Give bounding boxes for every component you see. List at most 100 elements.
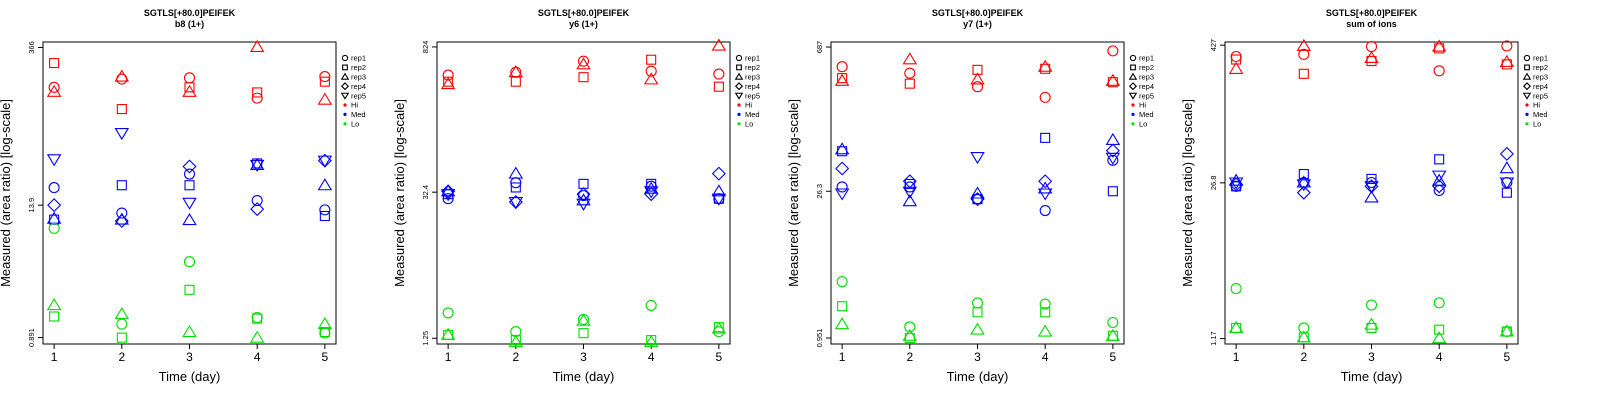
- data-point: [643, 181, 659, 194]
- data-point: [1499, 177, 1515, 190]
- data-point: [116, 332, 127, 343]
- y-tick-label: 26.8: [1209, 176, 1218, 191]
- data-point: [1431, 173, 1447, 186]
- data-point: [902, 186, 918, 199]
- legend-label: rep5: [1533, 91, 1548, 100]
- chart-subtitle: y7 (1+): [963, 19, 992, 29]
- y-tick-label: 366: [27, 41, 36, 54]
- data-point: [1296, 179, 1312, 192]
- data-point: [319, 71, 331, 83]
- data-point: [1037, 324, 1053, 337]
- data-point: [1105, 73, 1121, 86]
- data-point: [1431, 331, 1447, 344]
- data-point: [116, 180, 127, 191]
- x-axis-label: Time (day): [1341, 369, 1403, 384]
- legend-label: rep4: [351, 82, 366, 91]
- data-point: [116, 318, 128, 330]
- data-point: [970, 72, 985, 85]
- data-point: [576, 198, 591, 211]
- x-tick-label: 1: [445, 350, 452, 364]
- data-point: [1433, 297, 1445, 309]
- data-point: [970, 192, 985, 207]
- data-point: [1105, 328, 1121, 341]
- data-point: [1364, 190, 1379, 203]
- data-point: [319, 210, 330, 222]
- data-point: [576, 187, 591, 202]
- data-point: [1107, 186, 1118, 197]
- data-point: [643, 72, 659, 85]
- y-axis-label: Measured (area ratio) [log-scale]: [0, 99, 13, 287]
- data-point: [114, 213, 129, 229]
- data-point: [834, 188, 850, 201]
- data-point: [317, 92, 333, 105]
- legend-color-dot: [737, 103, 741, 107]
- data-point: [711, 38, 727, 51]
- data-point: [1431, 39, 1447, 52]
- x-tick-label: 5: [1110, 350, 1117, 364]
- y-tick-label: 427: [1209, 39, 1218, 52]
- data-point: [576, 57, 591, 70]
- data-point: [249, 157, 265, 170]
- x-tick-label: 3: [1368, 350, 1375, 364]
- x-tick-label: 2: [118, 350, 125, 364]
- legend-label: rep2: [351, 63, 366, 72]
- data-point: [1499, 324, 1515, 337]
- data-point: [184, 180, 195, 191]
- legend-symbol-rep3: [1522, 72, 1532, 80]
- legend-label: rep1: [351, 54, 366, 63]
- data-point: [1298, 48, 1310, 60]
- y-tick-label: 1.17: [1209, 331, 1218, 346]
- data-point: [1366, 322, 1377, 333]
- legend-label: rep3: [745, 73, 760, 82]
- data-point: [249, 159, 265, 173]
- data-point: [48, 182, 60, 194]
- data-point: [834, 317, 850, 330]
- data-point: [319, 76, 330, 87]
- data-point: [1039, 298, 1051, 310]
- legend-symbol-rep4: [1128, 82, 1138, 91]
- data-point: [1431, 170, 1447, 183]
- data-point: [440, 77, 456, 90]
- data-point: [904, 178, 915, 190]
- data-point: [249, 39, 265, 52]
- data-point: [1105, 143, 1120, 158]
- legend-label: Hi: [1533, 101, 1540, 110]
- data-point: [1228, 320, 1244, 333]
- legend-symbol-rep5: [1522, 92, 1532, 100]
- data-point: [184, 82, 195, 93]
- legend-symbol-rep4: [340, 82, 350, 91]
- legend-color-dot: [1131, 103, 1135, 107]
- legend-label: rep5: [1139, 91, 1154, 100]
- data-point: [837, 301, 848, 312]
- legend-color-dot: [343, 122, 347, 126]
- data-point: [1296, 38, 1312, 52]
- data-point: [319, 326, 330, 338]
- x-tick-label: 5: [716, 350, 723, 364]
- data-point: [645, 65, 657, 77]
- data-point: [114, 307, 130, 320]
- data-point: [252, 87, 263, 98]
- data-point: [182, 84, 197, 97]
- data-point: [251, 194, 263, 207]
- data-point: [646, 54, 657, 65]
- legend-label: rep4: [745, 82, 760, 91]
- y-axis-label: Measured (area ratio) [log-scale]: [786, 99, 801, 287]
- chart-title: SGTLS[+80.0]PEIFEK: [144, 8, 236, 18]
- legend-label: rep1: [1139, 54, 1154, 63]
- legend-label: Lo: [351, 120, 359, 129]
- data-point: [643, 334, 659, 348]
- data-point: [836, 181, 848, 193]
- legend-symbol-rep3: [340, 72, 350, 80]
- data-point: [1037, 181, 1053, 194]
- data-point: [510, 182, 521, 193]
- data-point: [1364, 50, 1379, 64]
- legend-color-dot: [737, 112, 741, 116]
- legend-color-dot: [1525, 103, 1529, 107]
- legend-label: Med: [1533, 110, 1548, 119]
- legend-label: rep3: [1139, 73, 1154, 82]
- legend-symbol-rep3: [734, 72, 744, 80]
- y-tick-label: 26.3: [815, 184, 824, 199]
- data-point: [508, 65, 524, 78]
